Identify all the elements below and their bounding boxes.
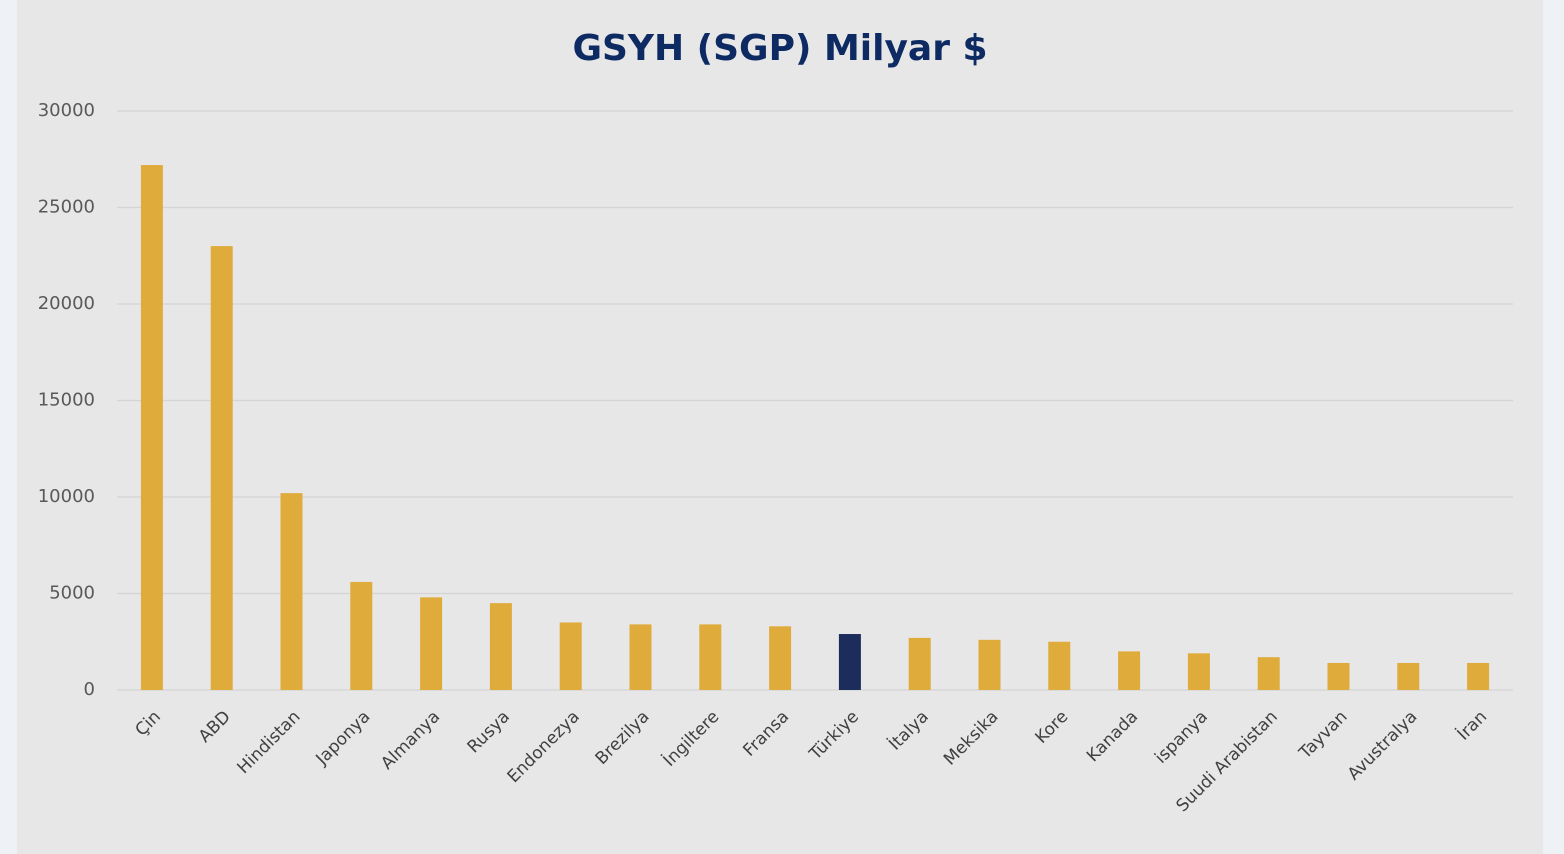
bar — [769, 626, 792, 690]
y-tick-label: 30000 — [38, 100, 95, 121]
chart-title: GSYH (SGP) Milyar $ — [572, 28, 987, 69]
y-tick-label: 15000 — [38, 390, 95, 411]
bar — [280, 493, 303, 690]
bar — [1118, 651, 1141, 690]
y-tick-label: 25000 — [38, 197, 95, 218]
bar — [699, 624, 722, 690]
bar — [140, 165, 163, 691]
bar — [559, 622, 582, 690]
bar — [1397, 662, 1420, 690]
bar — [350, 581, 373, 690]
bar — [629, 624, 652, 690]
bar — [1467, 662, 1490, 690]
y-tick-label: 10000 — [38, 486, 95, 507]
bar — [978, 639, 1001, 690]
bar — [1048, 641, 1071, 690]
bar — [1187, 653, 1210, 690]
y-tick-label: 5000 — [49, 583, 95, 604]
chart-panel — [17, 0, 1543, 854]
bar — [908, 637, 931, 690]
bar — [838, 634, 861, 690]
bar — [420, 597, 443, 690]
bar — [1327, 662, 1350, 690]
bar — [210, 246, 233, 690]
y-tick-label: 0 — [84, 679, 95, 700]
y-tick-label: 20000 — [38, 293, 95, 314]
bar — [489, 603, 512, 690]
bar — [1257, 657, 1280, 690]
